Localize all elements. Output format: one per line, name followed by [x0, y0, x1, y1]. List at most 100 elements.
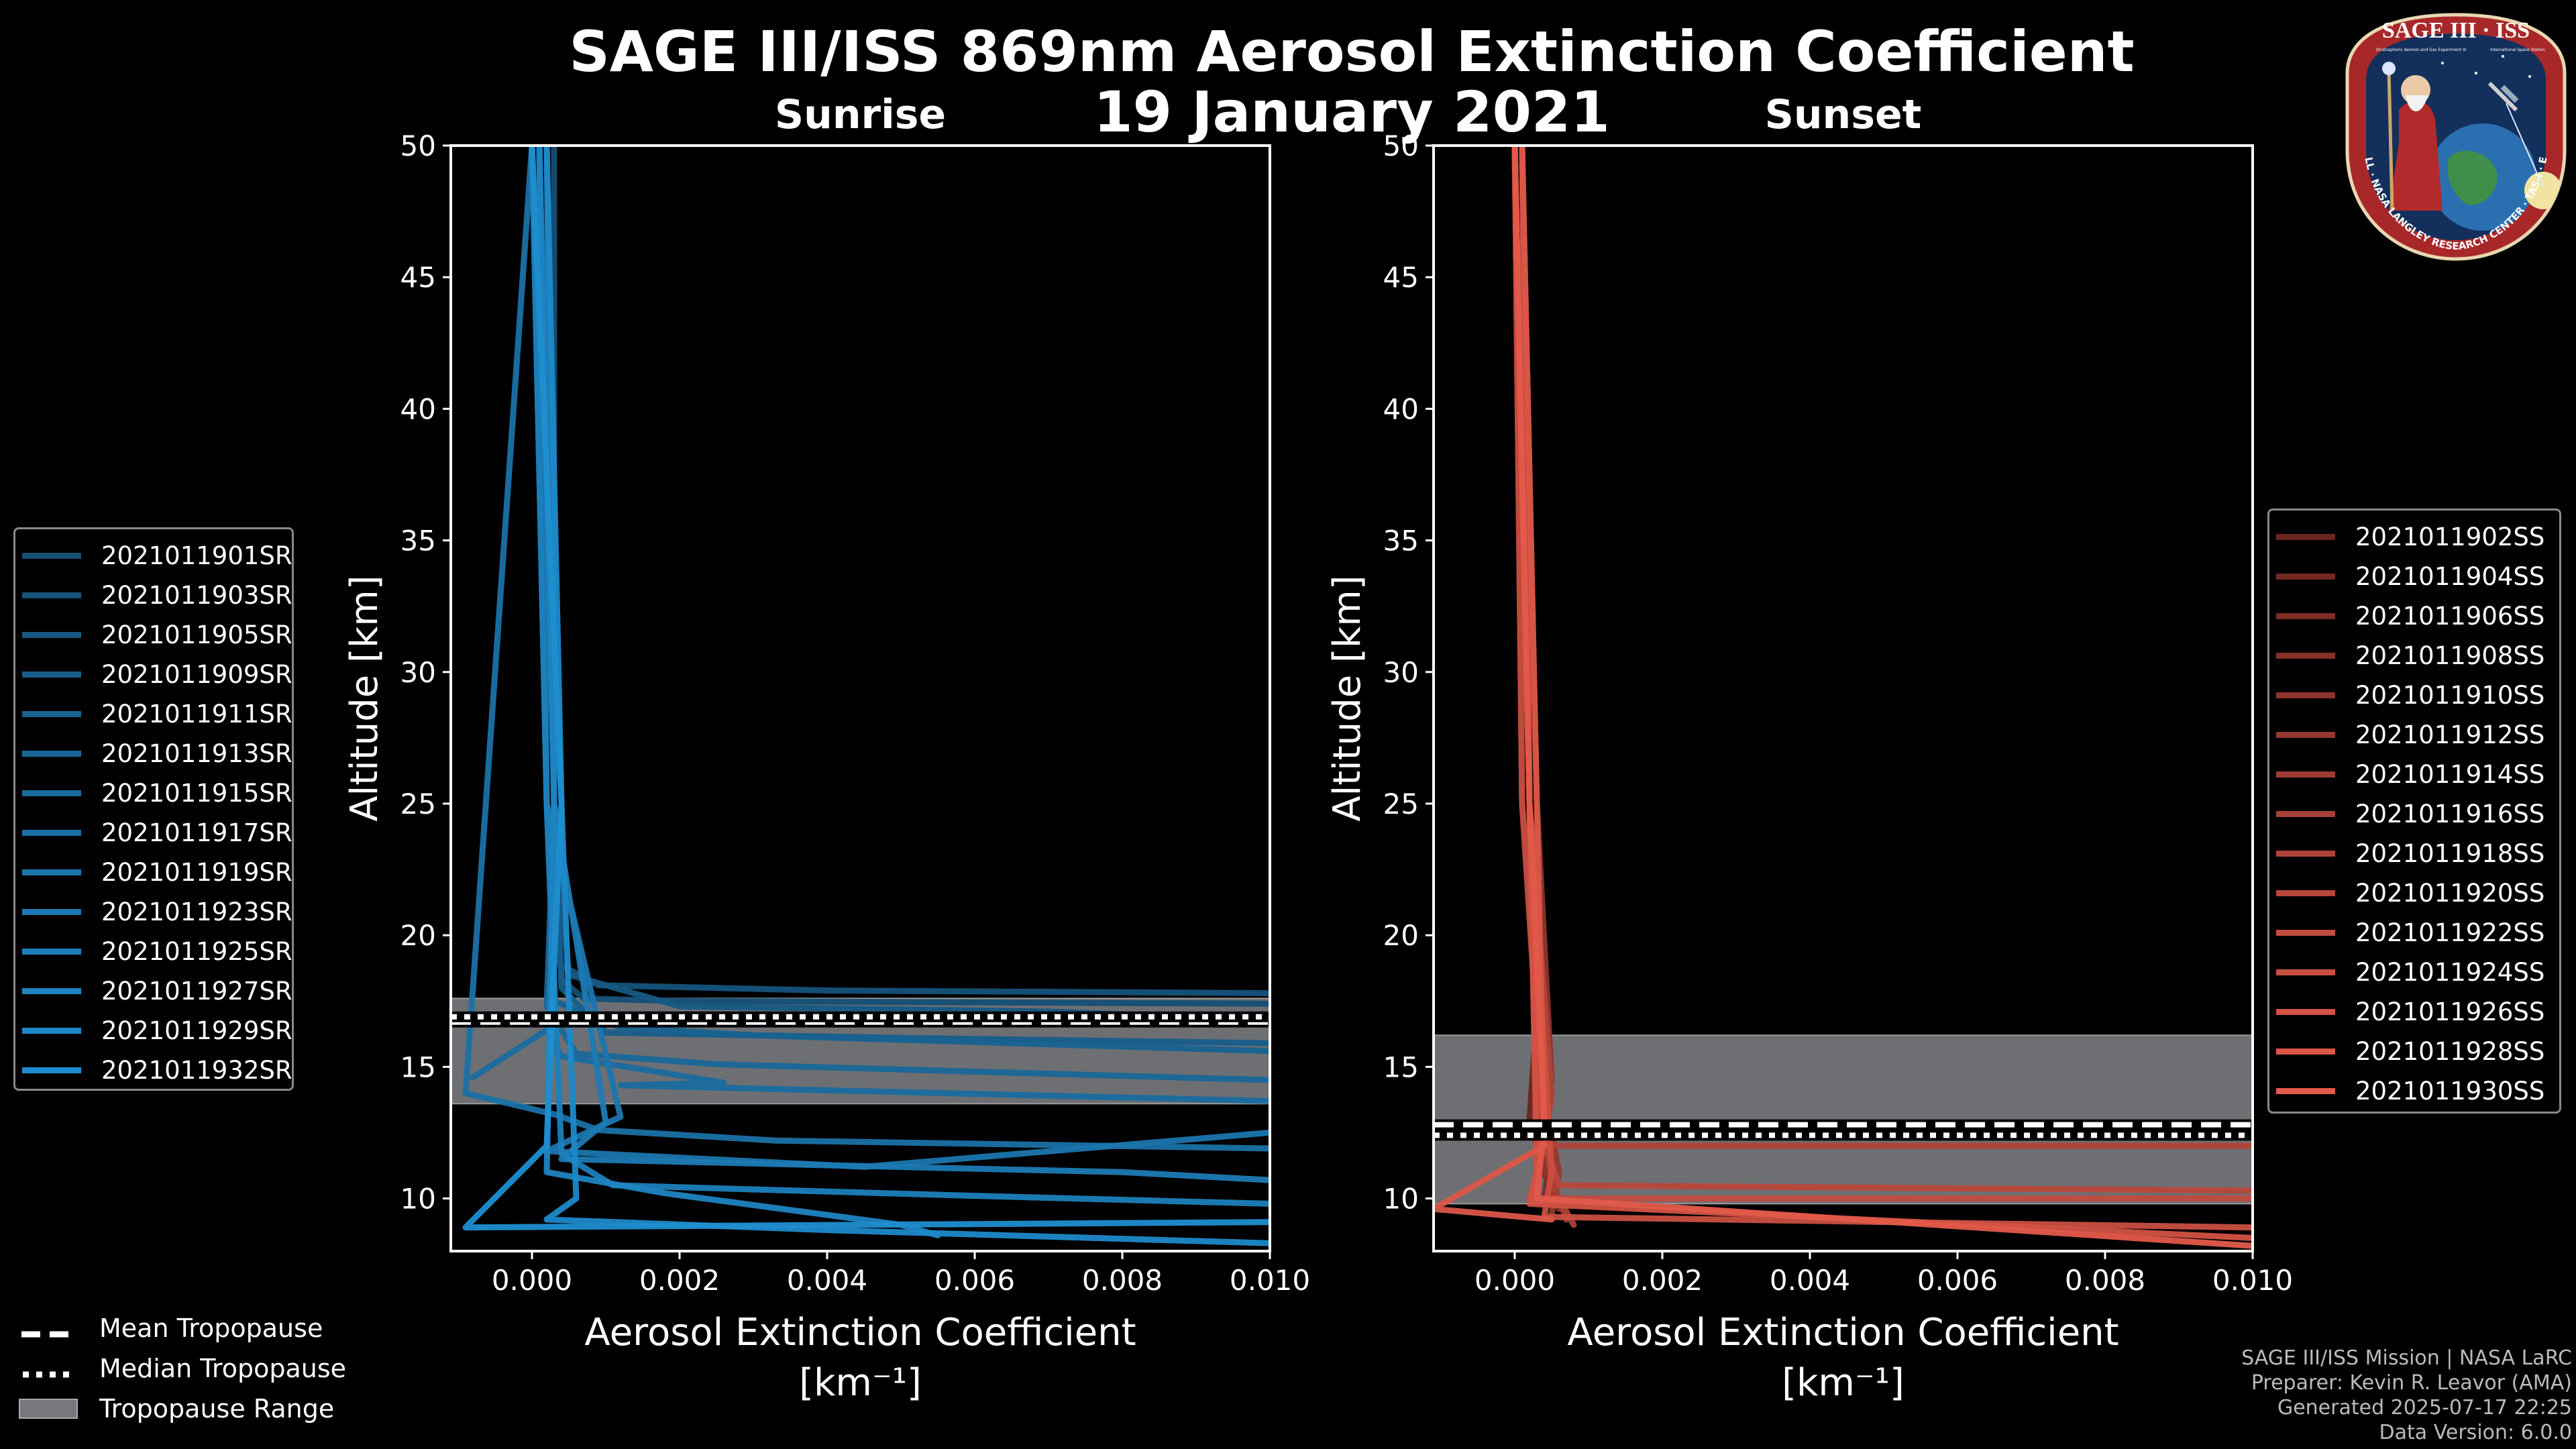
legend-item: 2021011905SR	[22, 615, 292, 654]
legend-label: 2021011926SS	[2355, 997, 2545, 1026]
legend-item: 2021011906SS	[2276, 596, 2544, 635]
legend-label: 2021011911SR	[101, 699, 292, 729]
y-tick-label: 45	[400, 261, 436, 294]
y-tick-label: 20	[400, 919, 436, 952]
legend-item: 2021011929SR	[22, 1011, 292, 1050]
x-axis-units: [km⁻¹]	[1782, 1361, 1904, 1405]
legend-item: 2021011920SS	[2276, 873, 2544, 912]
profile-lines	[1434, 146, 2253, 1249]
legend-swatch	[22, 1027, 81, 1034]
legend-item: 2021011925SR	[22, 932, 292, 971]
legend-label: 2021011925SR	[101, 936, 292, 966]
legend-item: 2021011918SS	[2276, 834, 2544, 873]
legend-item: 2021011919SR	[22, 853, 292, 892]
legend-swatch	[22, 552, 81, 559]
legend-item: 2021011902SS	[2276, 517, 2544, 556]
legend-swatch	[2276, 692, 2335, 698]
dotted-swatch-icon	[19, 1360, 78, 1378]
plot-frame	[449, 144, 1271, 1252]
legend-item: 2021011932SR	[22, 1051, 292, 1089]
profile-2021011925SR	[529, 146, 1270, 1207]
legend-item: 2021011903SR	[22, 576, 292, 614]
legend-swatch	[2276, 1048, 2335, 1055]
legend-label: 2021011927SR	[101, 976, 292, 1006]
sage-iss-logo: SAGE III · ISS Stratospheric Aerosol and…	[2338, 0, 2570, 264]
legend-item: 2021011916SS	[2276, 794, 2544, 833]
legend-label: 2021011912SS	[2355, 720, 2545, 749]
y-tick-label: 25	[400, 788, 436, 820]
x-tick-label: 0.004	[1770, 1264, 1850, 1297]
y-tick-label: 15	[400, 1051, 436, 1083]
legend-item: 2021011904SS	[2276, 557, 2544, 596]
legend-label: 2021011924SS	[2355, 957, 2545, 987]
profile-2021011915SR	[470, 1026, 1270, 1104]
legend-label: 2021011928SS	[2355, 1036, 2545, 1066]
legend-swatch	[2276, 969, 2335, 975]
sunrise-panel: 10 15 20 25 30 35 40 45 50 0.000 0.002 0.004 0.006 0.…	[343, 91, 1310, 1405]
legend-label: 2021011906SS	[2355, 601, 2545, 631]
panel-title: Sunset	[1765, 91, 1922, 138]
legend-label: 2021011903SR	[101, 580, 292, 610]
legend-item: 2021011908SS	[2276, 636, 2544, 675]
legend-label: 2021011918SS	[2355, 839, 2545, 868]
legend-label: 2021011909SR	[101, 659, 292, 689]
median-tropopause-legend-item: Median Tropopause	[19, 1348, 346, 1389]
legend-item: 2021011927SR	[22, 971, 292, 1010]
logo-text: SAGE III · ISS	[2382, 18, 2530, 43]
date-title: 19 January 2021	[1093, 79, 1610, 145]
legend-item: 2021011917SR	[22, 813, 292, 852]
legend-swatch	[22, 710, 81, 717]
legend-swatch	[2276, 929, 2335, 936]
legend-swatch	[22, 987, 81, 994]
x-tick-label: 0.000	[492, 1264, 572, 1297]
tropopause-legend: Mean Tropopause Median Tropopause Tropop…	[19, 1308, 346, 1429]
y-tick-label: 40	[1383, 392, 1419, 425]
y-tick-label: 35	[400, 525, 436, 557]
legend-label: 2021011919SR	[101, 857, 292, 887]
x-tick-label: 0.008	[2065, 1264, 2145, 1297]
legend-label: 2021011923SR	[101, 897, 292, 926]
legend-item: 2021011915SR	[22, 773, 292, 812]
legend-swatch	[22, 908, 81, 915]
legend-item: 2021011928SS	[2276, 1032, 2544, 1071]
legend-swatch	[22, 750, 81, 757]
legend-item: 2021011909SR	[22, 655, 292, 694]
y-tick-label: 45	[1383, 261, 1419, 294]
legend-item: 2021011914SS	[2276, 755, 2544, 794]
legend-swatch	[2276, 652, 2335, 659]
y-tick-label: 50	[1383, 129, 1419, 162]
mean-tropopause-label: Mean Tropopause	[99, 1313, 323, 1343]
y-tick-label: 10	[1383, 1183, 1419, 1216]
legend-item: 2021011912SS	[2276, 715, 2544, 754]
legend-item: 2021011922SS	[2276, 913, 2544, 952]
logo-small-right: International Space Station	[2490, 48, 2545, 52]
sunset-legend: 2021011902SS 2021011904SS 2021011906SS 2021…	[2267, 508, 2561, 1114]
legend-label: 2021011922SS	[2355, 918, 2545, 947]
main-title: SAGE III/ISS 869nm Aerosol Extinction Co…	[569, 19, 2135, 85]
panel-title: Sunrise	[775, 91, 946, 138]
credit-mission: SAGE III/ISS Mission | NASA LaRC	[2241, 1346, 2572, 1370]
legend-label: 2021011930SS	[2355, 1076, 2545, 1106]
legend-label: 2021011916SS	[2355, 799, 2545, 828]
legend-swatch	[2276, 612, 2335, 619]
y-axis-label: Altitude [km]	[1326, 575, 1369, 821]
legend-item: 2021011901SR	[22, 536, 292, 575]
median-tropopause-label: Median Tropopause	[99, 1354, 346, 1383]
legend-swatch	[2276, 1008, 2335, 1015]
sunset-panel: 10 15 20 25 30 35 40 45 50 0.000 0.002 0.004 0.006 0.…	[1326, 91, 2293, 1405]
x-tick-label: 0.006	[934, 1264, 1015, 1297]
credit-generated: Generated 2025-07-17 22:25	[2277, 1396, 2572, 1419]
sunrise-legend: 2021011901SR 2021011903SR 2021011905SR 2021…	[13, 527, 294, 1091]
legend-item: 2021011910SS	[2276, 676, 2544, 714]
logo-small-left: Stratospheric Aerosol and Gas Experiment…	[2376, 48, 2467, 52]
legend-swatch	[2276, 890, 2335, 896]
legend-label: 2021011905SR	[101, 620, 292, 649]
x-tick-label: 0.010	[2212, 1264, 2293, 1297]
legend-item: 2021011911SR	[22, 694, 292, 733]
x-tick-label: 0.006	[1917, 1264, 1998, 1297]
x-tick-label: 0.008	[1082, 1264, 1163, 1297]
legend-label: 2021011902SS	[2355, 522, 2545, 551]
profile-2021011932SR	[462, 146, 1270, 1231]
legend-swatch	[22, 829, 81, 836]
y-tick-label: 40	[400, 392, 436, 425]
